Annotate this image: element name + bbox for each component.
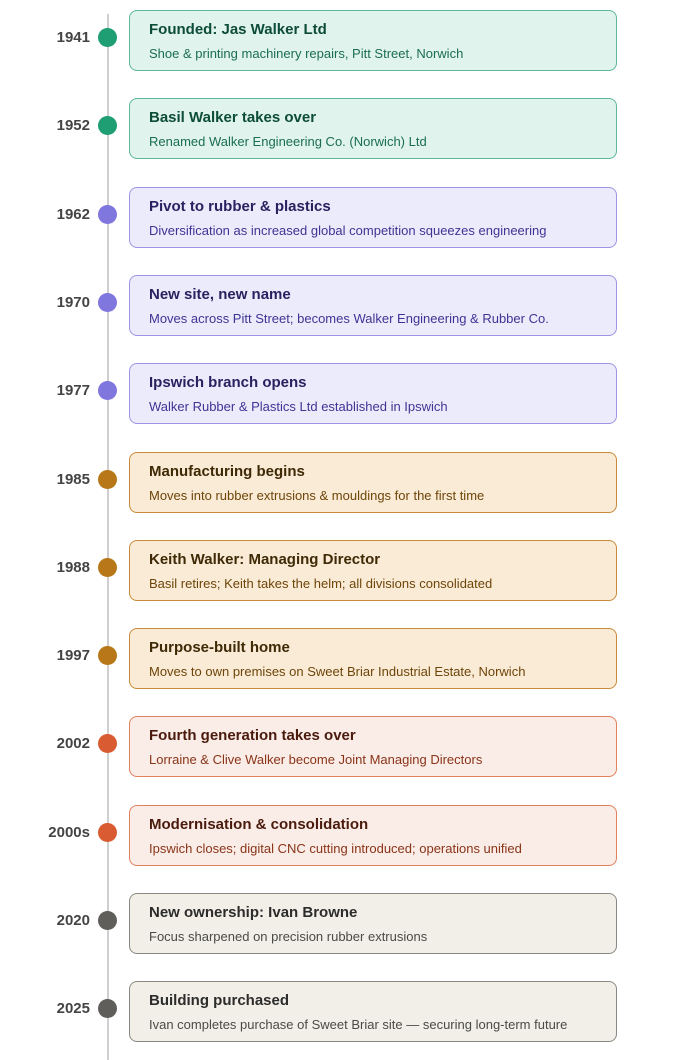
timeline-event: 1977 Ipswich branch opens Walker Rubber & … <box>0 363 680 425</box>
event-card: Purpose-built home Moves to own premises … <box>129 628 617 690</box>
event-year: 1970 <box>56 293 90 311</box>
event-description: Basil retires; Keith takes the helm; all… <box>149 575 493 591</box>
event-year: 1988 <box>56 558 90 576</box>
event-description: Renamed Walker Engineering Co. (Norwich)… <box>149 134 427 150</box>
timeline-dot-icon <box>98 734 117 754</box>
timeline-dot-icon <box>98 557 117 577</box>
event-card: Modernisation & consolidation Ipswich clo… <box>129 804 617 866</box>
event-title: New site, new name <box>149 285 291 303</box>
event-description: Diversification as increased global comp… <box>149 222 547 238</box>
event-description: Focus sharpened on precision rubber extr… <box>149 929 428 944</box>
timeline-event: 2025 Building purchased Ivan completes pur… <box>0 981 680 1043</box>
timeline-event: 1952 Basil Walker takes over Renamed Walke… <box>0 98 680 160</box>
timeline-dot-icon <box>98 116 117 136</box>
event-year: 2002 <box>56 735 90 753</box>
event-title: Modernisation & consolidation <box>149 815 369 833</box>
timeline-dot-icon <box>98 292 117 312</box>
timeline-dot-icon <box>98 469 117 489</box>
timeline-dot-icon <box>98 822 117 842</box>
event-year: 1997 <box>56 647 90 665</box>
event-title: New ownership: Ivan Browne <box>149 904 358 921</box>
event-card: Pivot to rubber & plastics Diversificatio… <box>129 186 617 248</box>
timeline-event: 2000s Modernisation & consolidation Ipswic… <box>0 804 680 867</box>
event-description: Shoe & printing machinery repairs, Pitt … <box>149 46 464 61</box>
event-year: 1962 <box>56 205 90 223</box>
timeline-event: 2020 New ownership: Ivan Browne Focus shar… <box>0 893 680 955</box>
event-card: Founded: Jas Walker Ltd Shoe & printing m… <box>129 10 617 71</box>
event-card: Ipswich branch opens Walker Rubber & Plas… <box>129 363 617 425</box>
timeline-event: 1970 New site, new name Moves across Pitt … <box>0 274 680 337</box>
event-year: 2025 <box>56 1000 90 1018</box>
event-card: Building purchased Ivan completes purchas… <box>129 981 617 1043</box>
event-description: Moves into rubber extrusions & mouldings… <box>149 487 485 503</box>
event-title: Purpose-built home <box>149 639 290 657</box>
event-year: 1977 <box>56 382 90 400</box>
timeline-dot-icon <box>98 381 117 401</box>
event-year: 1941 <box>56 29 90 46</box>
event-description: Moves across Pitt Street; becomes Walker… <box>149 310 549 326</box>
event-year: 1952 <box>56 117 90 135</box>
event-card: Basil Walker takes over Renamed Walker En… <box>129 98 617 160</box>
timeline-event: 1997 Purpose-built home Moves to own premi… <box>0 628 680 690</box>
timeline-event: 1985 Manufacturing begins Moves into rubbe… <box>0 451 680 514</box>
timeline-dot-icon <box>98 646 117 666</box>
event-year: 2020 <box>56 912 90 929</box>
event-title: Manufacturing begins <box>149 462 305 480</box>
event-year: 1985 <box>56 470 90 488</box>
timeline-dot-icon <box>98 999 117 1019</box>
timeline-axis <box>107 14 109 1060</box>
timeline-event: 1962 Pivot to rubber & plastics Diversific… <box>0 186 680 249</box>
event-year: 2000s <box>48 823 90 841</box>
event-title: Keith Walker: Managing Director <box>149 550 381 568</box>
event-description: Walker Rubber & Plastics Ltd established… <box>149 399 448 415</box>
timeline-dot-icon <box>98 911 117 930</box>
event-title: Fourth generation takes over <box>149 727 356 745</box>
timeline-event: 2002 Fourth generation takes over Lorraine… <box>0 716 680 778</box>
event-title: Founded: Jas Walker Ltd <box>149 21 327 38</box>
event-title: Building purchased <box>149 992 290 1010</box>
event-description: Ipswich closes; digital CNC cutting intr… <box>149 840 522 856</box>
event-card: Fourth generation takes over Lorraine & C… <box>129 716 617 778</box>
event-title: Ipswich branch opens <box>149 374 307 392</box>
event-description: Ivan completes purchase of Sweet Briar s… <box>149 1017 568 1033</box>
event-title: Pivot to rubber & plastics <box>149 197 331 215</box>
event-description: Moves to own premises on Sweet Briar Ind… <box>149 664 526 680</box>
event-title: Basil Walker takes over <box>149 109 317 127</box>
event-card: New site, new name Moves across Pitt Stre… <box>129 274 617 336</box>
event-card: New ownership: Ivan Browne Focus sharpene… <box>129 893 617 954</box>
timeline-dot-icon <box>98 28 117 47</box>
event-card: Keith Walker: Managing Director Basil ret… <box>129 539 617 601</box>
timeline-event: 1941 Founded: Jas Walker Ltd Shoe & printi… <box>0 10 680 72</box>
event-description: Lorraine & Clive Walker become Joint Man… <box>149 752 483 768</box>
timeline-dot-icon <box>98 204 117 224</box>
event-card: Manufacturing begins Moves into rubber ex… <box>129 451 617 513</box>
timeline-event: 1988 Keith Walker: Managing Director Basil… <box>0 539 680 602</box>
